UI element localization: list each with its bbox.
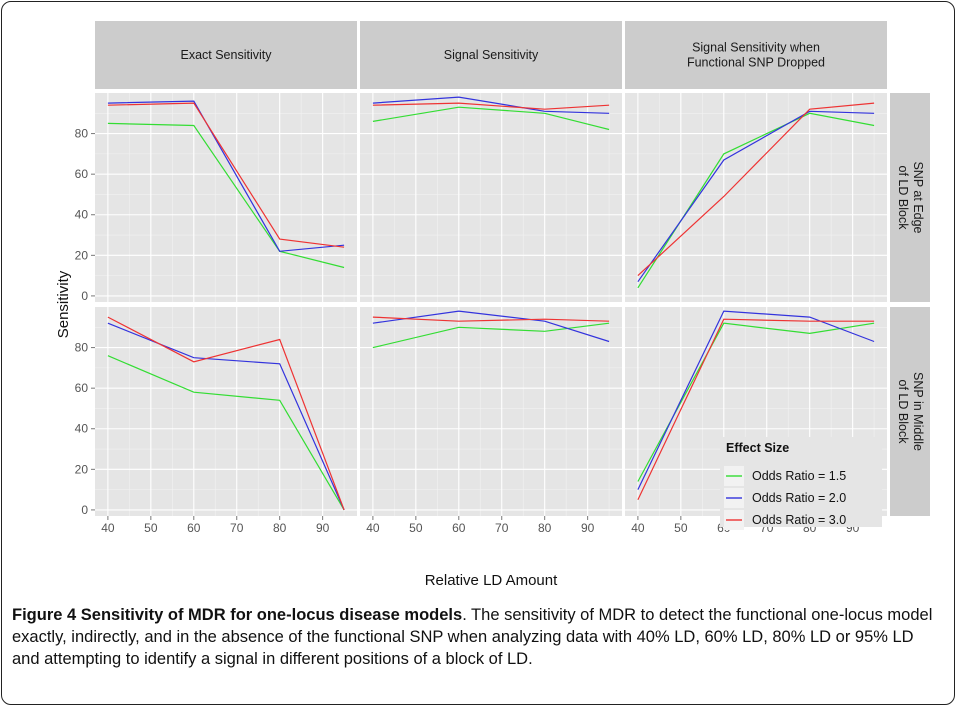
y-tick-label: 0	[81, 503, 88, 517]
series-line-1	[107, 355, 345, 511]
y-tick-label: 40	[75, 208, 89, 222]
legend-background	[720, 437, 882, 527]
row-strip-2	[890, 307, 930, 516]
panel-r2-c1	[95, 307, 357, 516]
series-line-3	[107, 316, 345, 511]
legend-entry: Odds Ratio = 2.0	[752, 491, 846, 505]
series-line-3	[637, 102, 875, 277]
series-line-1	[372, 322, 610, 349]
y-tick-label: 80	[75, 127, 89, 141]
x-tick-label: 60	[187, 521, 201, 535]
row-strip-label: of LD Block	[896, 166, 910, 231]
series-line-2	[637, 110, 875, 283]
col-strip-3	[625, 21, 887, 89]
x-tick-label: 90	[316, 521, 330, 535]
faceted-line-chart: Exact Sensitivity Signal Sensitivity Signa…	[55, 21, 930, 589]
series-line-2	[107, 322, 345, 511]
panel-background	[625, 93, 887, 302]
x-tick-label: 90	[581, 521, 595, 535]
col-strip-1	[95, 21, 357, 89]
row-strip-label: SNP at Edge	[911, 161, 925, 233]
col-strip-label: Signal Sensitivity when	[692, 41, 820, 55]
y-tick-label: 20	[75, 248, 89, 262]
x-tick-label: 70	[230, 521, 244, 535]
panel-background	[360, 307, 622, 516]
series-line-2	[372, 310, 610, 343]
col-strip-label: Exact Sensitivity	[180, 48, 272, 62]
row-strip-label: of LD Block	[896, 380, 910, 445]
panel-r2-c2	[360, 307, 622, 516]
x-tick-label: 80	[538, 521, 552, 535]
x-tick-label: 40	[366, 521, 380, 535]
y-tick-label: 60	[75, 381, 89, 395]
x-axis-title: Relative LD Amount	[425, 572, 558, 589]
series-line-3	[107, 102, 345, 248]
x-tick-label: 50	[409, 521, 423, 535]
series-line-3	[372, 102, 610, 110]
series-line-2	[107, 100, 345, 252]
legend-entry: Odds Ratio = 1.5	[752, 469, 846, 483]
series-line-3	[637, 318, 875, 501]
panel-background	[360, 93, 622, 302]
series-line-2	[637, 310, 875, 490]
x-tick-label: 50	[144, 521, 158, 535]
row-strip-1	[890, 93, 930, 302]
y-tick-label: 0	[81, 289, 88, 303]
col-strip-2	[360, 21, 622, 89]
series-line-1	[372, 106, 610, 131]
x-tick-label: 50	[674, 521, 688, 535]
series-line-2	[372, 96, 610, 114]
row-strip-label: SNP in Middle	[911, 372, 925, 451]
legend: Effect Size Odds Ratio = 1.5 Odds Ratio = …	[720, 437, 882, 530]
caption-text: . The sensitivity of MDR to detect the f…	[12, 606, 933, 668]
y-axis-title: Sensitivity	[55, 270, 72, 338]
y-tick-label: 80	[75, 341, 89, 355]
caption-title: Figure 4 Sensitivity of MDR for one-locu…	[12, 606, 463, 624]
col-strip-label: Signal Sensitivity	[444, 48, 539, 62]
y-tick-label: 60	[75, 167, 89, 181]
x-tick-label: 40	[101, 521, 115, 535]
panel-background	[95, 93, 357, 302]
series-line-3	[372, 316, 610, 322]
panel-r1-c3	[625, 93, 887, 302]
x-tick-label: 60	[452, 521, 466, 535]
legend-entry: Odds Ratio = 3.0	[752, 513, 846, 527]
legend-title: Effect Size	[726, 441, 789, 455]
y-tick-label: 40	[75, 422, 89, 436]
series-line-1	[107, 122, 345, 269]
x-tick-label: 40	[631, 521, 645, 535]
panel-r1-c2	[360, 93, 622, 302]
series-line-1	[637, 322, 875, 482]
panel-background	[95, 307, 357, 516]
y-tick-label: 20	[75, 462, 89, 476]
x-tick-label: 80	[273, 521, 287, 535]
x-tick-label: 70	[495, 521, 509, 535]
col-strip-label: Functional SNP Dropped	[687, 56, 825, 70]
panel-r1-c1	[95, 93, 357, 302]
figure-caption: Figure 4 Sensitivity of MDR for one-locu…	[12, 604, 942, 670]
